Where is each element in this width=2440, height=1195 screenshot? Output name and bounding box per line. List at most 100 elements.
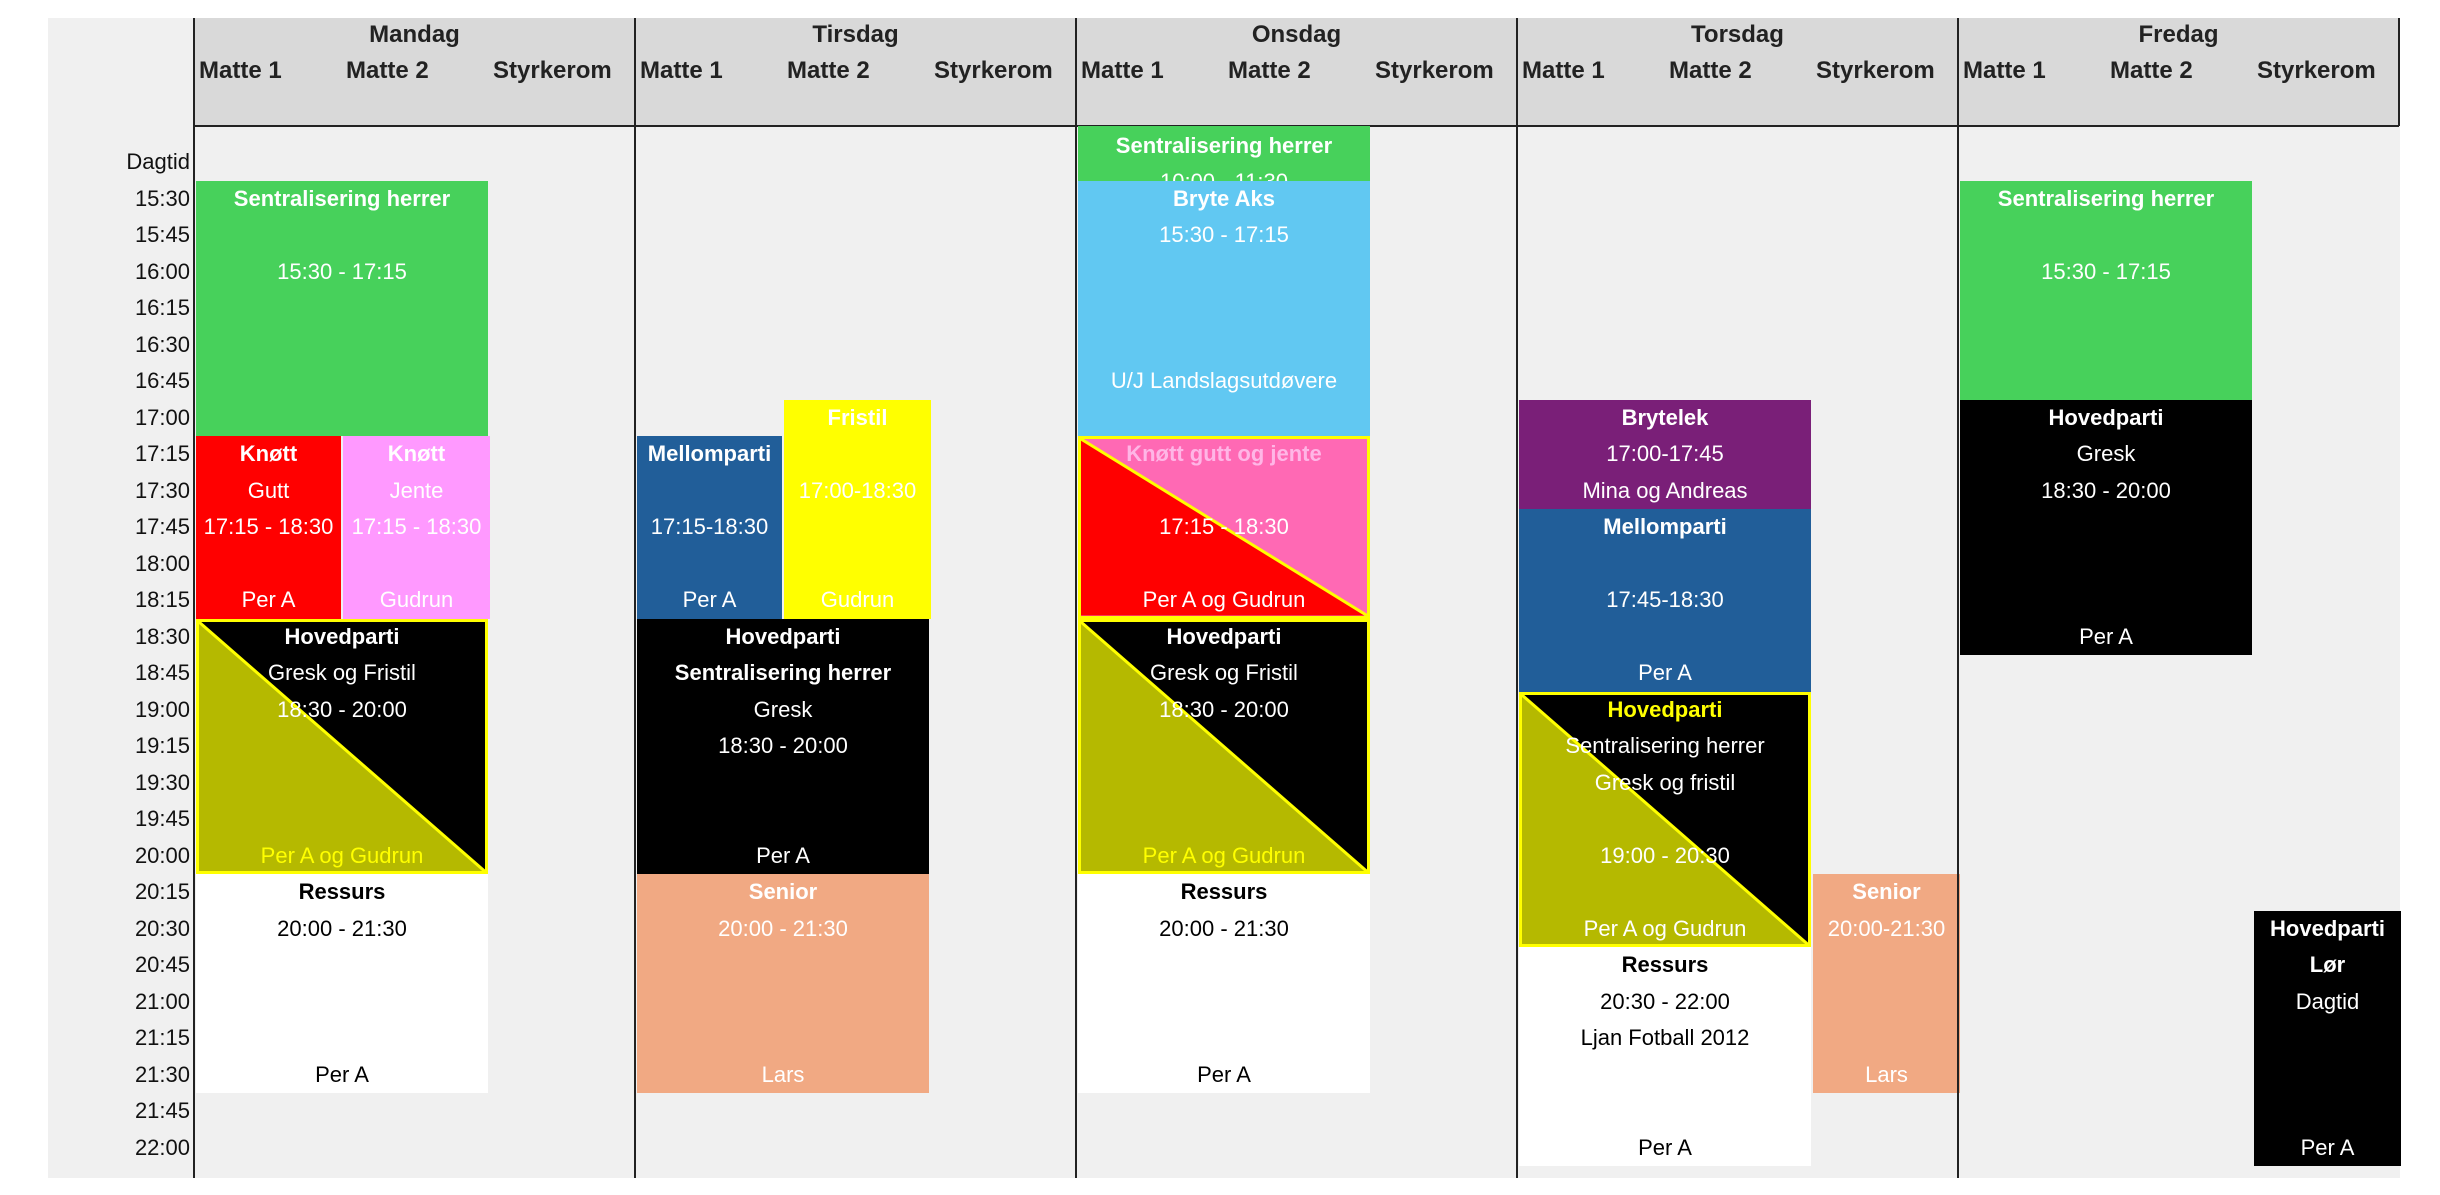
- event-block[interactable]: Ressurs 20:00 - 21:30 Per A: [196, 874, 488, 1093]
- event-block[interactable]: Hovedparti Gresk og Fristil 18:30 - 20:00 P…: [1078, 618, 1370, 874]
- event-text: Sentralisering herrer: [233, 185, 451, 211]
- event-text: 15:30 - 17:15: [1159, 222, 1289, 247]
- event-text: Lør: [2309, 952, 2346, 977]
- event-text: Senior: [748, 879, 818, 904]
- event-text: 20:00 - 21:30: [718, 915, 848, 941]
- event-block[interactable]: Bryte Aks 15:30 - 17:15 U/J Landslagsutdøv…: [1078, 180, 1370, 436]
- event-text: Ressurs: [1180, 879, 1268, 904]
- time-label: 16:45: [134, 368, 190, 393]
- event-text: Per A og Gudrun: [1142, 587, 1306, 612]
- event-block[interactable]: Knøtt Jente 17:15 - 18:30 Gudrun: [343, 436, 490, 619]
- event-text: 15:30 - 17:15: [2041, 258, 2171, 284]
- diagonal-split: [1081, 439, 1367, 616]
- event-text: Per A: [756, 842, 810, 868]
- event-text: Dagtid: [2295, 988, 2360, 1014]
- event-text: 17:00-18:30: [798, 477, 917, 503]
- time-label: 19:00: [134, 696, 190, 722]
- event-block[interactable]: Knøtt gutt og jente 17:15 - 18:30 Per A og…: [1078, 436, 1370, 619]
- event-text: Mellomparti: [1603, 514, 1727, 539]
- column-header: Matte 1: [1963, 57, 2046, 84]
- event-block[interactable]: Sentralisering herrer 15:30 - 17:15: [1960, 180, 2252, 400]
- time-label: 16:30: [134, 331, 190, 357]
- schedule-sheet: Dagtid 15:30 15:45 16:00 16:15 16:30 16:45 17:0…: [48, 18, 2401, 1178]
- day-divider: [193, 18, 195, 1178]
- event-block[interactable]: Brytelek 17:00-17:45 Mina og Andreas: [1519, 399, 1811, 509]
- event-text: Per A: [1638, 660, 1692, 685]
- column-header: Matte 2: [787, 57, 870, 84]
- event-block[interactable]: Hovedparti Sentralisering herrer Gresk og …: [1519, 691, 1811, 947]
- event-block[interactable]: Sentralisering herrer 10:00 - 11:30: [1078, 126, 1370, 181]
- diagonal-split: [1081, 621, 1367, 871]
- event-text: 17:15 - 18:30: [351, 514, 482, 539]
- diagonal-line: [1081, 439, 1367, 616]
- event-text: Lars: [1865, 1061, 1908, 1087]
- event-block[interactable]: Ressurs 20:00 - 21:30 Per A: [1078, 874, 1370, 1093]
- column-header: Matte 1: [1522, 57, 1605, 84]
- event-block[interactable]: Mellomparti 17:15-18:30 Per A: [637, 436, 782, 619]
- event-block[interactable]: Hovedparti Gresk og Fristil 18:30 - 20:00 P…: [196, 618, 488, 874]
- event-text: 18:30 - 20:00: [1159, 696, 1289, 722]
- event-text: 18:30 - 20:00: [277, 696, 407, 722]
- event-text: 10:00 - 11:30: [1078, 164, 1370, 181]
- event-text: Ressurs: [1621, 952, 1709, 977]
- time-label: 16:00: [134, 258, 190, 284]
- column-header: Matte 1: [199, 57, 282, 84]
- event-text: Hovedparti: [725, 623, 841, 649]
- event-text: Hovedparti: [2270, 915, 2385, 941]
- event-block[interactable]: Ressurs 20:30 - 22:00 Ljan Fotball 2012 Per…: [1519, 947, 1811, 1166]
- event-block[interactable]: Sentralisering herrer 15:30 - 17:15: [196, 180, 488, 436]
- event-block[interactable]: Hovedparti Gresk 18:30 - 20:00 Per A: [1960, 399, 2252, 655]
- event-block[interactable]: Knøtt Gutt 17:15 - 18:30 Per A: [196, 436, 341, 619]
- column-header: Styrkerom: [1816, 57, 1935, 84]
- event-text: Per A og Gudrun: [1142, 842, 1306, 868]
- event-text: Per A: [2300, 1134, 2355, 1160]
- event-text: Ressurs: [298, 879, 386, 904]
- event-text: Per A og Gudrun: [260, 842, 424, 868]
- diagonal-split: [199, 621, 485, 872]
- time-label: 17:45: [134, 514, 190, 539]
- event-text: Sentralisering herrer: [674, 660, 892, 685]
- event-text: Mina og Andreas: [1582, 477, 1748, 503]
- time-label: 15:30: [134, 185, 190, 211]
- header-right-edge: [2398, 18, 2400, 126]
- event-text: Hovedparti: [2048, 404, 2164, 430]
- column-header: Matte 2: [2110, 57, 2193, 84]
- event-text: Mellomparti: [647, 441, 772, 466]
- diagonal-line: [199, 622, 485, 872]
- column-header: Styrkerom: [493, 57, 612, 84]
- event-block[interactable]: Senior 20:00-21:30 Lars: [1813, 874, 1960, 1093]
- event-text: 20:00 - 21:30: [277, 915, 407, 941]
- event-text: Per A: [1638, 1134, 1692, 1160]
- event-text: Per A: [241, 587, 296, 612]
- column-header: Styrkerom: [934, 57, 1053, 84]
- column-header: Matte 2: [1228, 57, 1311, 84]
- day-header-torsdag: Torsdag: [1691, 21, 1784, 48]
- event-text: 17:15-18:30: [650, 514, 769, 539]
- event-text: Per A og Gudrun: [1583, 915, 1747, 941]
- time-label: 18:45: [134, 660, 190, 685]
- event-block[interactable]: Hovedparti Sentralisering herrer Gresk 18:3…: [637, 618, 929, 874]
- event-text: 20:30 - 22:00: [1600, 988, 1730, 1014]
- event-text: Sentralisering herrer: [1115, 133, 1333, 158]
- time-label: 18:00: [134, 550, 190, 576]
- time-label: 19:15: [134, 733, 190, 758]
- event-text: Per A: [682, 587, 737, 612]
- time-label: 17:00: [134, 404, 190, 430]
- event-text: 17:00-17:45: [1606, 441, 1724, 466]
- time-label: 17:15: [134, 441, 190, 466]
- event-text: Per A: [315, 1061, 369, 1087]
- event-text: Sentralisering herrer: [1997, 185, 2215, 211]
- event-text: Gudrun: [820, 587, 895, 612]
- event-text: Gresk: [2076, 441, 2136, 466]
- day-divider: [634, 18, 636, 1178]
- event-block[interactable]: Mellomparti 17:45-18:30 Per A: [1519, 509, 1811, 692]
- event-block[interactable]: Hovedparti Lør Dagtid Per A: [2254, 910, 2401, 1166]
- column-header: Matte 1: [1081, 57, 1164, 84]
- event-block[interactable]: Senior 20:00 - 21:30 Lars: [637, 874, 929, 1093]
- time-label: 19:45: [134, 806, 190, 831]
- time-label: 20:30: [134, 915, 190, 941]
- event-block[interactable]: Fristil 17:00-18:30 Gudrun: [784, 399, 931, 619]
- day-divider: [1516, 18, 1518, 1178]
- column-header: Matte 2: [1669, 57, 1752, 84]
- event-text: U/J Landslagsutdøvere: [1110, 368, 1338, 393]
